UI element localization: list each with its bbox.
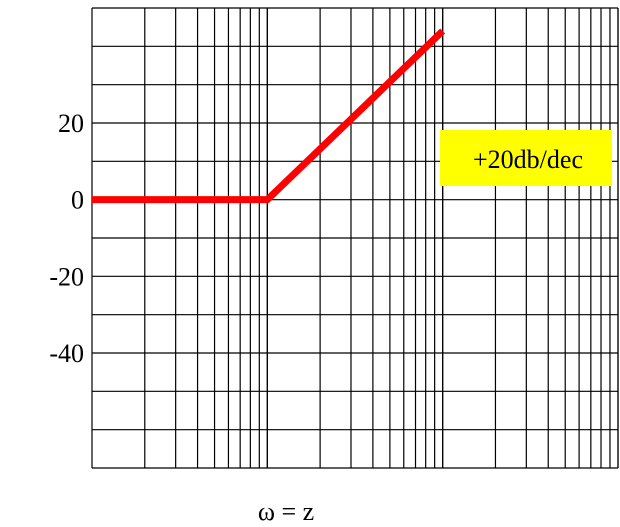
y-tick-label: 0 [71,186,84,215]
y-tick-label: 20 [58,109,84,138]
y-tick-labels: 20 0 -20 -40 [49,109,84,368]
x-axis-label: ω = z [258,497,314,526]
y-tick-label: -40 [49,339,84,368]
plot-grid [91,7,619,469]
y-tick-label: -20 [49,262,84,291]
magnitude-asymptote-line [92,28,446,204]
slope-annotation-text: +20db/dec [473,145,583,174]
slope-annotation-background [440,130,612,186]
slope-annotation: +20db/dec [440,130,612,186]
